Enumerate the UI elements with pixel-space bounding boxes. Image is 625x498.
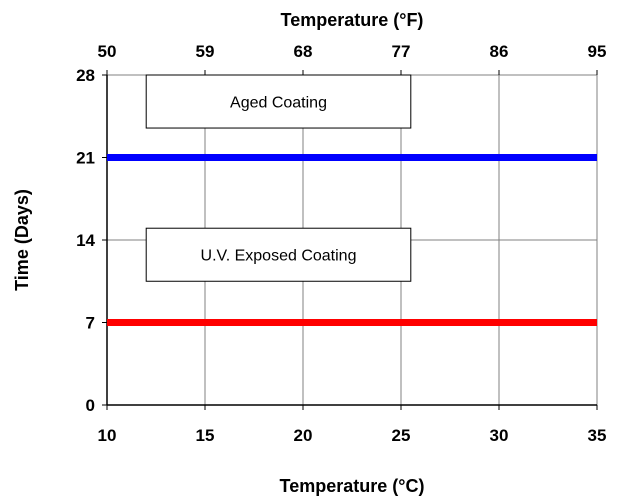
top-axis-title: Temperature (°F) xyxy=(281,10,424,30)
x2-tick-label: 59 xyxy=(196,42,215,61)
x-tick-label: 25 xyxy=(392,426,411,445)
y-axis-title: Time (Days) xyxy=(12,189,32,291)
x-tick-label: 10 xyxy=(98,426,117,445)
x-tick-label: 15 xyxy=(196,426,215,445)
y-tick-label: 7 xyxy=(86,314,95,333)
bottom-axis-title: Temperature (°C) xyxy=(280,476,425,496)
annotation-box xyxy=(145,227,412,282)
x2-tick-label: 50 xyxy=(98,42,117,61)
annotation-label: U.V. Exposed Coating xyxy=(201,248,357,265)
x-tick-label: 20 xyxy=(294,426,313,445)
y-tick-label: 28 xyxy=(76,66,95,85)
annotation-label: Aged Coating xyxy=(230,95,327,112)
y-tick-label: 0 xyxy=(86,396,95,415)
x2-tick-label: 77 xyxy=(392,42,411,61)
tick-labels: 10 15 20 25 30 35 50 59 68 77 86 95 0 7 14 21 28 xyxy=(76,42,606,445)
x2-tick-label: 95 xyxy=(588,42,607,61)
x-tick-label: 30 xyxy=(490,426,509,445)
x2-tick-label: 86 xyxy=(490,42,509,61)
x2-tick-label: 68 xyxy=(294,42,313,61)
x-tick-label: 35 xyxy=(588,426,607,445)
annotation-layer: Aged Coating U.V. Exposed Coating xyxy=(145,74,412,282)
y-tick-label: 21 xyxy=(76,149,95,168)
annotation-box xyxy=(145,74,412,129)
series-layer xyxy=(107,154,597,326)
y-tick-label: 14 xyxy=(76,231,95,250)
